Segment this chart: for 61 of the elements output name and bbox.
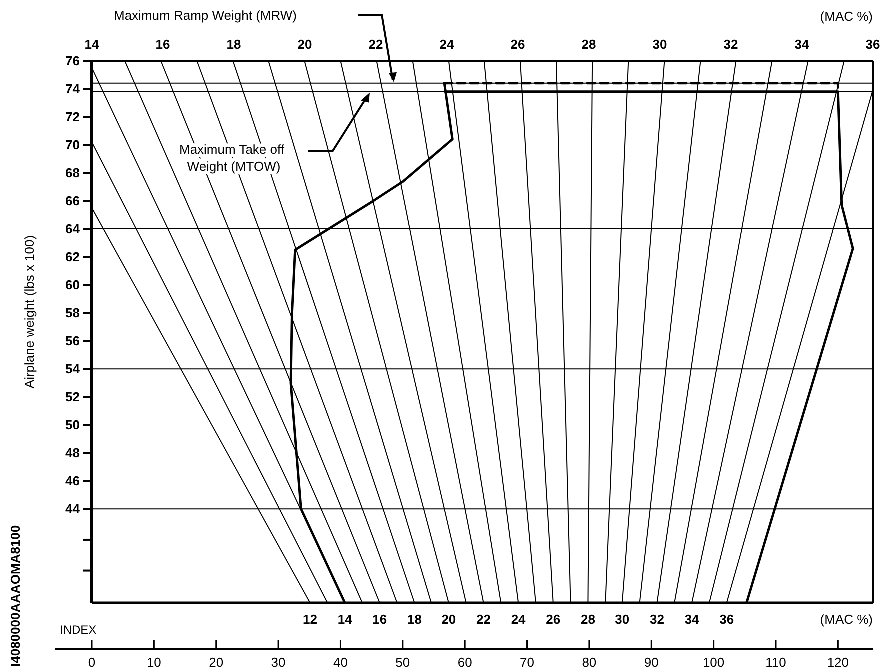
x-tick-label: 60 <box>458 655 472 670</box>
annotation: 30 <box>615 612 630 627</box>
x-tick-label: 20 <box>209 655 224 670</box>
y-tick-label: 66 <box>66 194 80 209</box>
annotation: 20 <box>442 612 456 627</box>
annotation: 14 <box>338 612 354 627</box>
y-tick-label: 50 <box>66 418 80 433</box>
x2-tick-label: 22 <box>368 37 384 52</box>
x-tick-label: 40 <box>333 655 348 670</box>
x-tick-label: 30 <box>271 655 286 670</box>
y-tick-label: 72 <box>66 110 80 125</box>
y-tick-label: 68 <box>66 166 80 181</box>
x-tick-label: 50 <box>396 655 410 670</box>
y-tick-label: 74 <box>66 82 81 97</box>
x2-tick-label: 24 <box>440 37 455 52</box>
x2-tick-label: 18 <box>226 37 242 52</box>
x-tick-label: 10 <box>146 655 162 670</box>
text: (MAC %) <box>820 612 873 627</box>
x-tick-label: 80 <box>582 655 597 670</box>
y-tick-label: 64 <box>66 222 81 237</box>
x-tick-label: 70 <box>520 655 535 670</box>
x2-tick-label: 16 <box>156 37 170 52</box>
y-tick-label: 54 <box>66 362 81 377</box>
annotation: 26 <box>546 612 561 627</box>
y-tick-label: 60 <box>66 278 80 293</box>
annotation: 18 <box>407 612 422 627</box>
y-tick-label: 76 <box>66 54 80 68</box>
y-tick-label: 70 <box>66 138 80 153</box>
text: Maximum Ramp Weight (MRW) <box>114 8 297 23</box>
x-tick-label: 90 <box>644 655 659 670</box>
x2-tick-label: 34 <box>794 37 810 52</box>
annotation: 16 <box>372 612 388 627</box>
y-tick-label: 46 <box>66 474 80 489</box>
annotation: 34 <box>684 612 700 627</box>
x-tick-label: 120 <box>827 655 850 670</box>
y-tick-label: 56 <box>66 334 80 349</box>
x2-tick-label: 32 <box>724 37 738 52</box>
x2-tick-label: 26 <box>510 37 526 52</box>
annotation: 12 <box>303 612 318 627</box>
x-tick-label: 100 <box>702 655 725 670</box>
y-tick-label: 58 <box>66 306 80 321</box>
x2-tick-label: 28 <box>582 37 596 52</box>
y-tick-label: 62 <box>66 250 80 265</box>
x-axis-title: INDEX <box>60 623 97 637</box>
annotation: 24 <box>511 612 527 627</box>
annotation: 28 <box>580 612 596 627</box>
y-axis-title: Airplane weight (lbs x 100) <box>22 235 37 389</box>
y-tick-label: 44 <box>66 502 81 517</box>
annotation: 32 <box>650 612 664 627</box>
x-tick-label: 110 <box>766 655 786 670</box>
annotation: 36 <box>720 612 734 627</box>
x2-tick-label: 20 <box>298 37 312 52</box>
x-tick-label: 0 <box>88 655 96 670</box>
y-tick-label: 52 <box>66 390 80 405</box>
x2-tick-label: 36 <box>866 37 880 52</box>
y-tick-label: 48 <box>66 446 80 461</box>
annotation: 22 <box>476 612 491 627</box>
x2-tick-label: 14 <box>84 37 100 52</box>
x2-tick-label: 30 <box>652 37 668 52</box>
x2-axis-title: (MAC %) <box>820 9 873 24</box>
text: I4080000AAAOMA8100 <box>8 525 23 667</box>
